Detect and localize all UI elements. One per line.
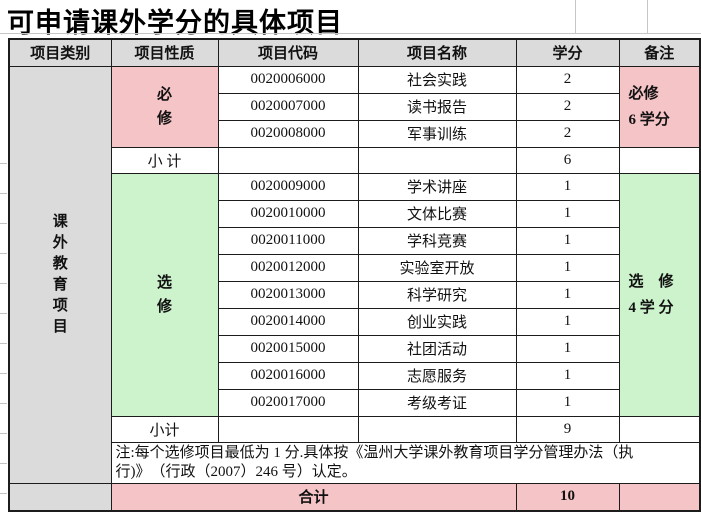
code-cell: 0020012000 [217,253,359,282]
empty-cell [217,146,359,174]
category-vertical-text: 课外教育项目 [52,213,68,335]
required-subtotal-row: 小 计 6 [9,146,701,174]
table-row: 0020016000 志愿服务 1 [9,361,700,390]
header-project-code: 项目代码 [217,38,359,67]
sheet-row-tick [0,283,7,284]
credit-cell: 2 [515,92,620,121]
code-cell: 0020015000 [217,334,359,363]
note-row: 注:每个选修项目最低为 1 分.具体按《温州大学课外教育项目学分管理办法（执 行… [9,441,701,484]
name-cell: 考级考证 [357,388,517,417]
sheet-row-tick [0,223,7,224]
name-cell: 志愿服务 [357,361,517,390]
header-row: 项目类别 项目性质 项目代码 项目名称 学分 备注 [8,38,701,67]
header-credits: 学分 [515,38,620,67]
table-row: 0020017000 考级考证 1 [9,388,700,417]
credit-cell: 1 [515,388,620,417]
name-cell: 实验室开放 [357,253,517,282]
sheet-gridline-horizontal [0,33,701,34]
name-cell: 文体比赛 [357,199,517,228]
credit-cell: 2 [515,65,620,94]
sheet-row-tick [0,493,7,494]
code-cell: 0020014000 [217,307,359,336]
name-cell: 读书报告 [357,92,517,121]
empty-cell [357,146,517,174]
credit-cell: 1 [515,253,620,282]
name-cell: 创业实践 [357,307,517,336]
credit-cell: 1 [515,361,620,390]
sheet-row-tick [0,343,7,344]
sheet-gridline-vertical [647,0,648,33]
required-nature-cell: 必 修 [110,65,219,148]
credit-cell: 1 [515,199,620,228]
sheet-row-tick [0,193,7,194]
total-row: 合计 10 [8,482,701,512]
credit-cell: 2 [515,119,620,148]
sheet-row-tick [0,313,7,314]
sheet-row-tick [0,403,7,404]
code-cell: 0020007000 [217,92,359,121]
extracurricular-credit-table: 项目类别 项目性质 项目代码 项目名称 学分 备注 课外教育项目 必 修 002… [8,38,701,512]
category-cell: 课外教育项目 [8,65,112,484]
table-row: 0020012000 实验室开放 1 [9,253,700,282]
subtotal-label: 小计 [110,415,219,443]
credit-cell: 1 [515,226,620,255]
code-cell: 0020010000 [217,199,359,228]
note-text-line1: 注:每个选修项目最低为 1 分.具体按《温州大学课外教育项目学分管理办法（执 [115,444,634,461]
code-cell: 0020009000 [217,172,359,201]
header-project-name: 项目名称 [357,38,517,67]
name-cell: 军事训练 [357,119,517,148]
name-cell: 社团活动 [357,334,517,363]
empty-cell [618,146,701,174]
total-value: 10 [515,482,620,512]
code-cell: 0020011000 [217,226,359,255]
empty-category-cell [8,482,112,512]
name-cell: 学科竞赛 [357,226,517,255]
page-title: 可申请课外学分的具体项目 [7,8,343,38]
total-label: 合计 [110,482,517,512]
credit-cell: 1 [515,172,620,201]
header-remark: 备注 [618,38,701,67]
table-row: 0020014000 创业实践 1 [9,307,700,336]
note-text-line2: 行)》 （行政（2007）246 号）认定。 [115,463,357,480]
elective-nature-cell: 选 修 [110,172,219,417]
name-cell: 科学研究 [357,280,517,309]
credit-cell: 1 [515,280,620,309]
sheet-gridline-vertical [575,0,576,33]
table-row: 课外教育项目 必 修 0020006000 社会实践 2 必修 6 学分 [8,65,701,484]
table-row: 0020007000 读书报告 2 [9,92,700,121]
code-cell: 0020008000 [217,119,359,148]
code-cell: 0020013000 [217,280,359,309]
required-remark-cell: 必修 6 学分 [618,65,701,148]
elective-subtotal-row: 小计 9 [9,415,701,443]
table-row: 0020011000 学科竞赛 1 [9,226,700,255]
credit-cell: 1 [515,334,620,363]
header-project-category: 项目类别 [8,38,112,67]
header-project-nature: 项目性质 [110,38,219,67]
name-cell: 学术讲座 [357,172,517,201]
table-row: 0020010000 文体比赛 1 [9,199,700,228]
code-cell: 0020016000 [217,361,359,390]
note-cell: 注:每个选修项目最低为 1 分.具体按《温州大学课外教育项目学分管理办法（执 行… [110,441,701,484]
sheet-row-tick [0,253,7,254]
empty-cell [618,415,701,443]
credit-cell: 1 [515,307,620,336]
subtotal-value: 6 [515,146,620,174]
empty-cell [217,415,359,443]
elective-remark-cell: 选 修 4 学 分 [618,172,701,417]
sheet-row-tick [0,373,7,374]
subtotal-label: 小 计 [110,146,219,174]
empty-remark-cell [618,482,701,512]
sheet-row-tick [0,163,7,164]
sheet-row-tick [0,433,7,434]
empty-cell [357,415,517,443]
sheet-row-tick [0,463,7,464]
subtotal-value: 9 [515,415,620,443]
code-cell: 0020017000 [217,388,359,417]
table-row: 选 修 0020009000 学术讲座 1 选 修 4 学 分 [9,172,701,417]
name-cell: 社会实践 [357,65,517,94]
code-cell: 0020006000 [217,65,359,94]
